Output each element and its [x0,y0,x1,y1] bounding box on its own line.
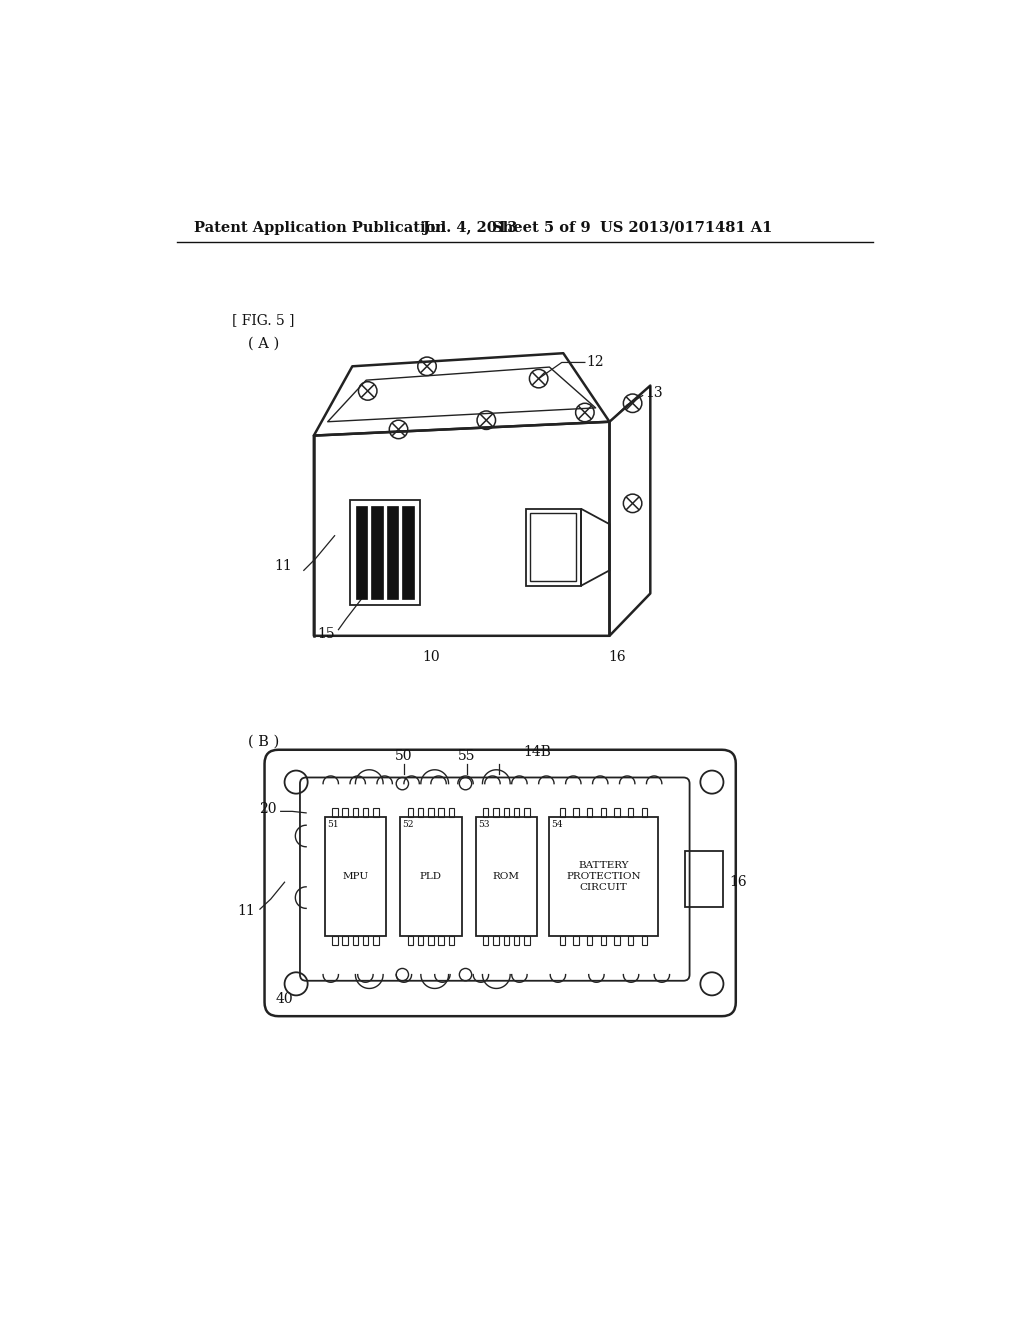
Text: [ FIG. 5 ]: [ FIG. 5 ] [232,313,295,327]
Text: 50: 50 [395,748,413,763]
Text: US 2013/0171481 A1: US 2013/0171481 A1 [600,220,773,235]
Polygon shape [387,507,398,599]
Text: Sheet 5 of 9: Sheet 5 of 9 [493,220,591,235]
Polygon shape [402,507,414,599]
Text: 16: 16 [730,875,748,890]
Text: PLD: PLD [420,873,442,880]
Text: 51: 51 [327,820,339,829]
Text: 13: 13 [645,387,663,400]
Text: BATTERY
PROTECTION
CIRCUIT: BATTERY PROTECTION CIRCUIT [566,861,641,892]
Text: 54: 54 [551,820,562,829]
Text: 15: 15 [317,627,335,642]
Text: 40: 40 [275,993,293,1006]
Text: 16: 16 [608,651,626,664]
Text: 53: 53 [478,820,489,829]
Text: Patent Application Publication: Patent Application Publication [194,220,445,235]
Text: 11: 11 [238,904,255,919]
Text: ROM: ROM [493,873,520,880]
Text: ( A ): ( A ) [248,337,279,350]
Text: 55: 55 [459,748,476,763]
Text: 14B: 14B [523,744,551,759]
Text: 20: 20 [259,803,276,816]
Polygon shape [355,507,368,599]
Polygon shape [371,507,383,599]
Text: 12: 12 [587,355,604,370]
Text: 11: 11 [274,560,292,573]
Text: MPU: MPU [342,873,369,880]
Text: 52: 52 [402,820,414,829]
Text: 10: 10 [422,651,439,664]
Text: ( B ): ( B ) [248,735,279,748]
Text: Jul. 4, 2013: Jul. 4, 2013 [423,220,517,235]
